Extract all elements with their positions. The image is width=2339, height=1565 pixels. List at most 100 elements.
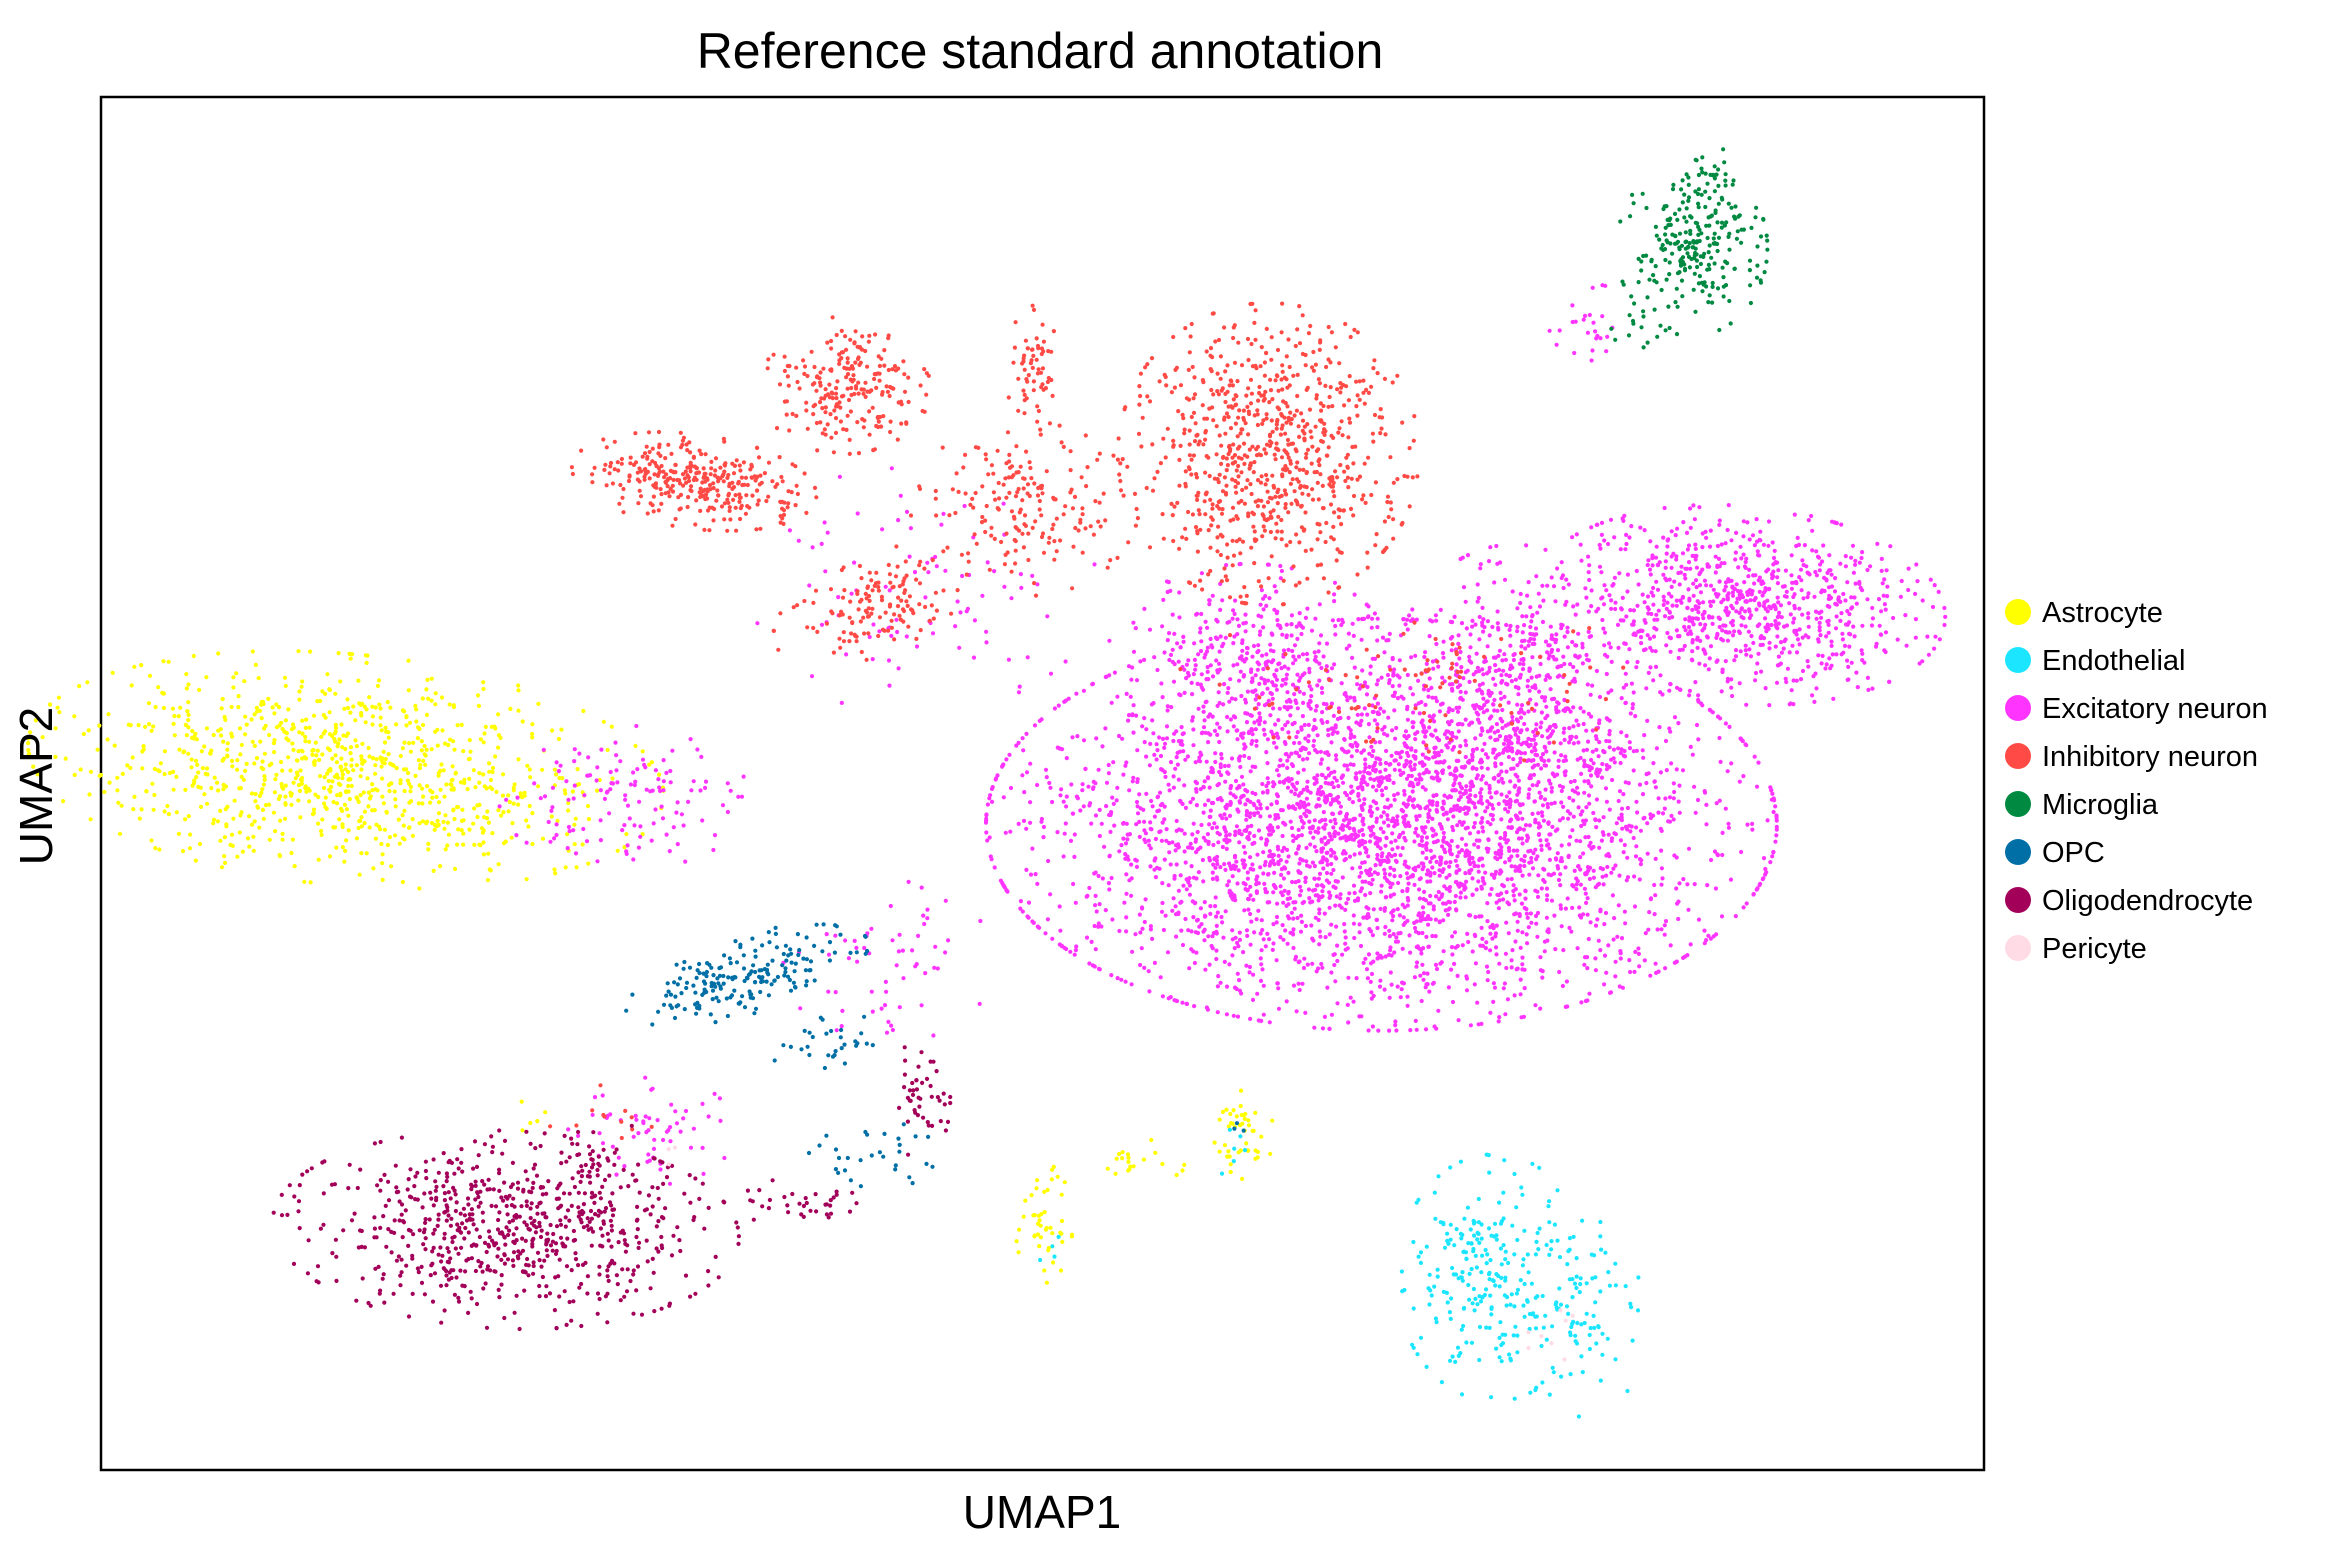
scatter-point [1273, 813, 1278, 818]
scatter-point [247, 814, 252, 819]
scatter-point [1549, 801, 1554, 806]
scatter-point [1491, 806, 1496, 811]
scatter-point [1191, 915, 1196, 920]
scatter-point [1653, 785, 1658, 790]
scatter-point [1228, 864, 1233, 869]
scatter-point [1478, 943, 1483, 948]
scatter-point [1217, 769, 1222, 775]
scatter-point [185, 709, 190, 714]
scatter-point [257, 825, 262, 830]
scatter-point [1321, 866, 1326, 871]
scatter-point [1276, 861, 1281, 867]
scatter-point [327, 687, 332, 692]
scatter-point [1231, 897, 1236, 902]
scatter-point [1441, 949, 1446, 954]
scatter-point [1211, 862, 1216, 867]
scatter-point [1329, 1012, 1334, 1017]
scatter-point [1518, 810, 1523, 815]
scatter-point [1518, 977, 1523, 982]
scatter-point [1104, 804, 1109, 809]
scatter-point [1497, 961, 1502, 966]
scatter-point [1129, 982, 1134, 987]
scatter-point [193, 858, 198, 863]
scatter-point [473, 785, 478, 790]
scatter-point [405, 778, 410, 783]
scatter-point [1625, 1388, 1630, 1394]
scatter-point [1455, 973, 1460, 979]
scatter-point [1128, 694, 1133, 699]
scatter-point [1225, 690, 1230, 695]
scatter-point [272, 790, 277, 795]
scatter-point [1164, 736, 1170, 741]
scatter-point [1569, 929, 1574, 934]
scatter-point [1388, 762, 1393, 767]
plot-frame [99, 95, 1986, 1472]
scatter-point [300, 775, 305, 781]
scatter-point [1313, 708, 1318, 713]
scatter-point [1276, 986, 1281, 991]
scatter-point [441, 819, 446, 825]
scatter-point [1515, 848, 1520, 853]
scatter-point [1303, 879, 1308, 885]
scatter-point [1319, 839, 1324, 844]
scatter-point [1229, 756, 1235, 761]
scatter-point [184, 733, 189, 738]
scatter-point [289, 793, 294, 798]
scatter-point [1409, 655, 1414, 660]
scatter-point [1581, 709, 1586, 714]
scatter-point [1548, 733, 1553, 739]
scatter-point [1470, 766, 1475, 771]
scatter-point [1538, 968, 1543, 973]
scatter-point [222, 835, 227, 840]
scatter-point [1487, 665, 1492, 671]
scatter-point [1765, 818, 1770, 823]
scatter-point [1702, 790, 1708, 795]
scatter-point [1405, 876, 1410, 881]
scatter-point [577, 782, 582, 787]
scatter-point [87, 792, 92, 797]
scatter-point [1389, 982, 1394, 987]
scatter-point [1541, 818, 1546, 823]
scatter-point [1377, 838, 1382, 843]
scatter-point [1312, 818, 1317, 823]
scatter-point [1185, 754, 1190, 759]
scatter-point [1238, 1134, 1243, 1139]
scatter-point [1244, 720, 1250, 725]
scatter-point [1305, 962, 1310, 967]
scatter-point [1410, 1342, 1415, 1347]
scatter-point [1182, 783, 1187, 788]
scatter-point [1470, 1301, 1475, 1306]
scatter-point [1460, 1278, 1465, 1283]
scatter-point [1087, 961, 1092, 966]
scatter-point [1274, 914, 1280, 920]
scatter-point [1580, 809, 1585, 814]
scatter-point [1406, 773, 1411, 779]
scatter-point [1206, 798, 1211, 803]
scatter-point [1412, 925, 1418, 931]
scatter-point [1375, 722, 1380, 727]
scatter-point [310, 752, 315, 757]
scatter-point [1241, 844, 1246, 849]
scatter-point [1483, 1247, 1488, 1253]
scatter-point [1201, 704, 1206, 709]
scatter-point [1389, 953, 1394, 958]
scatter-point [1458, 890, 1463, 895]
scatter-point [276, 705, 282, 710]
scatter-point [1547, 1252, 1552, 1257]
scatter-point [609, 724, 614, 729]
scatter-point [458, 780, 464, 785]
scatter-point [1477, 857, 1482, 863]
scatter-point [1224, 816, 1229, 821]
scatter-point [1276, 1006, 1282, 1011]
scatter-point [1242, 1116, 1247, 1121]
scatter-point [1153, 875, 1158, 880]
scatter-point [1439, 844, 1445, 849]
scatter-point [1062, 945, 1067, 950]
scatter-point [1662, 806, 1667, 811]
scatter-point [419, 739, 424, 744]
scatter-point [1416, 864, 1421, 869]
scatter-point [1558, 1302, 1564, 1307]
scatter-point [424, 747, 429, 753]
scatter-point [1138, 962, 1143, 968]
scatter-point [243, 768, 248, 774]
